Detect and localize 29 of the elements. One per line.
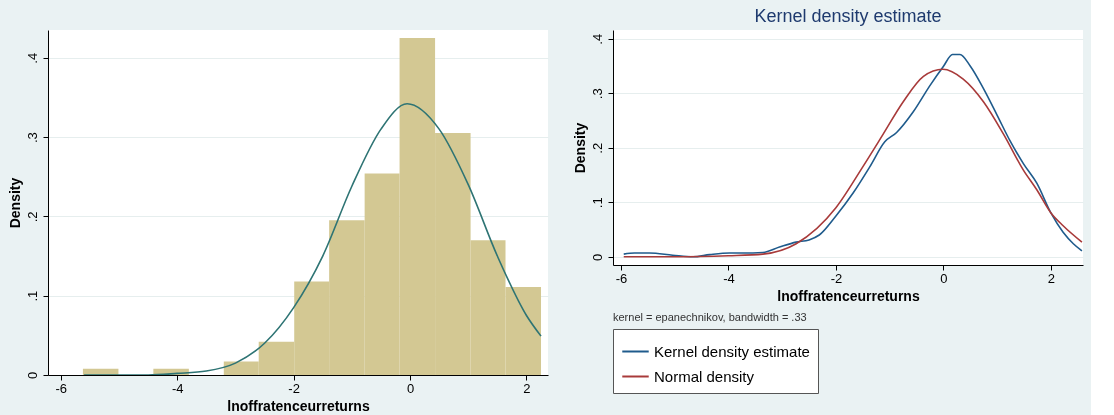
x-axis-title: lnoffratenceurreturns bbox=[227, 397, 370, 414]
line-series bbox=[83, 102, 542, 375]
x-tick-label: -6 bbox=[615, 270, 628, 286]
y-axis-title: Density bbox=[571, 122, 588, 174]
y-tick-label: .1 bbox=[24, 290, 40, 302]
x-tick-label: 2 bbox=[1047, 270, 1055, 286]
x-tick-label: -4 bbox=[171, 380, 184, 396]
chart-title: Kernel density estimate bbox=[754, 6, 942, 26]
x-tick-label: -2 bbox=[288, 380, 300, 396]
y-tick-label: .2 bbox=[589, 142, 605, 154]
legend-label: Kernel density estimate bbox=[654, 342, 810, 360]
y-tick-label: 0 bbox=[589, 253, 605, 261]
x-tick-label: -4 bbox=[723, 270, 735, 286]
y-tick-label: .4 bbox=[24, 52, 40, 64]
y-tick-label: .1 bbox=[589, 197, 605, 209]
x-tick-label: 0 bbox=[406, 380, 415, 396]
legend-label: Normal density bbox=[654, 367, 755, 385]
x-axis-title: lnoffratenceurreturns bbox=[777, 287, 920, 304]
x-tick-label: -6 bbox=[55, 380, 68, 396]
y-tick-label: .3 bbox=[24, 132, 40, 143]
x-tick-label: 0 bbox=[940, 270, 948, 286]
y-tick-label: .2 bbox=[24, 211, 40, 223]
y-tick-label: .4 bbox=[589, 33, 605, 45]
y-tick-label: 0 bbox=[24, 371, 40, 380]
y-tick-label: .3 bbox=[589, 88, 605, 100]
y-axis-title: Density bbox=[6, 177, 23, 229]
text: kernel = epanechnikov, bandwidth = .33 bbox=[613, 311, 807, 323]
x-tick-label: -2 bbox=[830, 270, 843, 286]
x-tick-label: 2 bbox=[523, 380, 531, 396]
